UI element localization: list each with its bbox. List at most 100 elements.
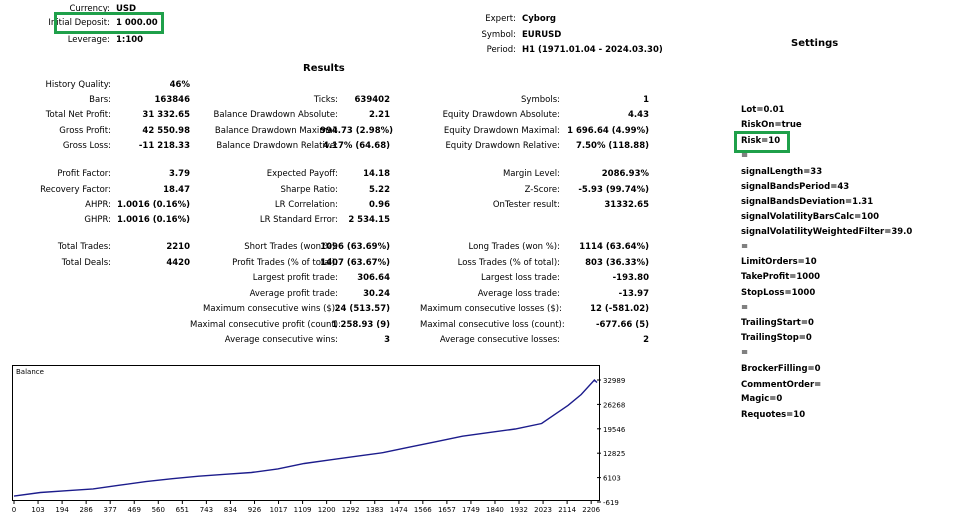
col2-label: LR Correlation:: [274, 200, 338, 210]
col2-label: Short Trades (won %):: [244, 242, 338, 252]
x-tick-label: 286: [79, 506, 93, 514]
col3-label: Average loss trade:: [477, 289, 560, 299]
col3-value: 31332.65: [604, 200, 649, 210]
chart-title: Balance: [16, 368, 44, 376]
x-tick-label: 377: [104, 506, 117, 514]
col1-value: 1.0016 (0.16%): [116, 215, 190, 225]
settings-item: LimitOrders=10: [741, 257, 817, 267]
col3-value: 803 (36.33%): [585, 258, 649, 268]
col2-value: 4.17% (64.68): [322, 141, 390, 151]
y-tick-label: 32989: [603, 377, 625, 385]
x-tick-label: 1566: [414, 506, 432, 514]
x-tick-label: 926: [248, 506, 262, 514]
header-mid-value: H1 (1971.01.04 - 2024.03.30): [522, 45, 663, 55]
settings-item: =: [741, 348, 749, 358]
settings-item: =: [741, 303, 749, 313]
x-tick-label: 0: [12, 506, 16, 514]
col2-label: Expected Payoff:: [266, 169, 338, 179]
col1-label: Gross Loss:: [62, 141, 111, 151]
x-tick-label: 469: [128, 506, 141, 514]
header-left-value: 1:100: [116, 35, 144, 45]
x-tick-label: 2114: [558, 506, 576, 514]
initial-deposit-highlight: [54, 12, 164, 34]
col1-label: History Quality:: [45, 80, 111, 90]
col3-value: -5.93 (99.74%): [578, 185, 649, 195]
x-tick-label: 1200: [318, 506, 336, 514]
col3-value: 2086.93%: [601, 169, 649, 179]
settings-item: TakeProfit=1000: [741, 272, 821, 282]
y-tick-label: -619: [603, 499, 619, 507]
col2-value: 1 258.93 (9): [331, 320, 390, 330]
col2-label: Sharpe Ratio:: [280, 185, 339, 195]
col1-label: Total Net Profit:: [45, 110, 111, 120]
header-left-label: Leverage:: [67, 35, 110, 45]
col1-value: 31 332.65: [142, 110, 190, 120]
x-tick-label: 1657: [438, 506, 456, 514]
header-left-label: Initial Deposit:: [48, 18, 110, 28]
col3-label: Margin Level:: [502, 169, 560, 179]
col1-value: 163846: [154, 95, 191, 105]
x-tick-label: 1840: [486, 506, 504, 514]
settings-item: signalLength=33: [741, 167, 823, 177]
settings-item: Risk=10: [741, 136, 781, 146]
col1-label: Bars:: [89, 95, 111, 105]
col1-value: 2210: [166, 242, 190, 252]
settings-item: signalBandsDeviation=1.31: [741, 197, 874, 207]
col1-value: 1.0016 (0.16%): [116, 200, 190, 210]
x-tick-label: 1383: [366, 506, 384, 514]
x-tick-label: 103: [31, 506, 44, 514]
col2-value: 306.64: [357, 273, 390, 283]
col1-label: Total Deals:: [61, 258, 111, 268]
y-tick-label: 6103: [603, 475, 621, 483]
col3-value: 1 696.64 (4.99%): [567, 126, 649, 136]
settings-item: =: [741, 151, 749, 161]
col3-value: -193.80: [612, 273, 649, 283]
col2-value: 5.22: [369, 185, 390, 195]
col2-label: Balance Drawdown Relative:: [216, 141, 338, 151]
settings-item: StopLoss=1000: [741, 288, 816, 298]
y-tick-label: 26268: [603, 401, 625, 409]
col2-value: 0.96: [369, 200, 390, 210]
col1-label: Recovery Factor:: [40, 185, 111, 195]
x-tick-label: 2023: [534, 506, 552, 514]
col2-value: 2 534.15: [348, 215, 390, 225]
x-tick-label: 560: [152, 506, 165, 514]
col2-label: Profit Trades (% of total):: [232, 258, 338, 268]
col3-value: 12 (-581.02): [590, 304, 649, 314]
col3-label: Equity Drawdown Relative:: [445, 141, 560, 151]
settings-item: Magic=0: [741, 394, 783, 404]
col2-label: Balance Drawdown Maximal:: [214, 126, 338, 136]
col2-value: 2.21: [369, 110, 390, 120]
settings-item: signalBandsPeriod=43: [741, 182, 850, 192]
col1-label: Profit Factor:: [57, 169, 111, 179]
col2-value: 1407 (63.67%): [320, 258, 390, 268]
settings-item: signalVolatilityBarsCalc=100: [741, 212, 880, 222]
x-tick-label: 1474: [390, 506, 408, 514]
settings-item: =: [741, 242, 749, 252]
settings-item: TrailingStop=0: [741, 333, 812, 343]
settings-item: Lot=0.01: [741, 105, 785, 115]
header-mid-label: Symbol:: [481, 30, 516, 40]
col1-label: AHPR:: [85, 200, 111, 210]
col2-value: 30.24: [363, 289, 390, 299]
col3-label: Equity Drawdown Maximal:: [443, 126, 560, 136]
settings-item: BrockerFilling=0: [741, 364, 821, 374]
col2-label: Average profit trade:: [249, 289, 338, 299]
col2-value: 3: [384, 335, 390, 345]
x-tick-label: 1109: [294, 506, 312, 514]
col2-value: 994.73 (2.98%): [320, 126, 394, 136]
col2-label: LR Standard Error:: [259, 215, 338, 225]
col2-label: Balance Drawdown Absolute:: [213, 110, 338, 120]
y-tick-label: 12825: [603, 450, 625, 458]
settings-item: Requotes=10: [741, 410, 806, 420]
col3-label: Average consecutive losses:: [439, 335, 560, 345]
x-tick-label: 194: [55, 506, 69, 514]
col3-value: 4.43: [628, 110, 649, 120]
col1-value: 46%: [169, 80, 190, 90]
balance-chart: [12, 365, 600, 501]
col2-label: Average consecutive wins:: [224, 335, 338, 345]
col2-value: 1096 (63.69%): [320, 242, 390, 252]
col3-value: 1114 (63.64%): [579, 242, 649, 252]
col1-value: 42 550.98: [142, 126, 190, 136]
